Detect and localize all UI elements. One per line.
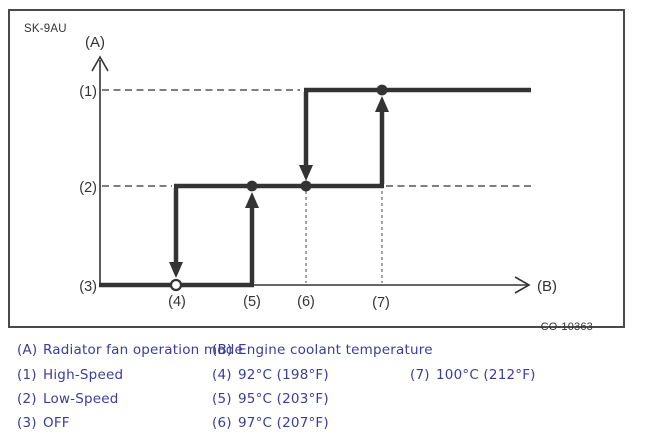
up-arrow-at-5 — [245, 192, 259, 283]
x-tick-4: (4) — [168, 294, 186, 310]
x-tick-6: (6) — [297, 294, 315, 310]
figure-code-label: SK-9AU — [24, 23, 67, 35]
y-axis-arrow-icon — [91, 55, 109, 72]
y-tick-2: (2) — [79, 180, 97, 196]
legend-entry-1: (1) High-Speed — [17, 367, 123, 383]
up-arrow-at-7 — [375, 96, 389, 184]
legend-label-7: 100°C (212°F) — [436, 367, 536, 383]
point-4-open-dot — [169, 278, 183, 292]
legend-entry-6: (6) 97°C (207°F) — [212, 415, 329, 431]
legend-key-6: (6) — [212, 415, 232, 431]
x-axis-arrow-icon — [514, 276, 531, 294]
legend-entry-b: (B) Engine coolant temperature — [212, 342, 433, 358]
y-axis-label: (A) — [85, 34, 105, 51]
legend-key-2: (2) — [17, 391, 37, 407]
legend-key-3: (3) — [17, 415, 37, 431]
x-axis-label: (B) — [537, 278, 557, 295]
legend-entry-7: (7) 100°C (212°F) — [410, 367, 536, 383]
legend-entry-5: (5) 95°C (203°F) — [212, 391, 329, 407]
x-tick-5: (5) — [243, 294, 261, 310]
legend-label-5: 95°C (203°F) — [238, 391, 329, 407]
legend-key-1: (1) — [17, 367, 37, 383]
x-tick-7: (7) — [372, 295, 390, 311]
point-7-filled-dot — [376, 84, 388, 96]
y-tick-3: (3) — [79, 279, 97, 295]
legend-key-4: (4) — [212, 367, 232, 383]
legend-entry-a: (A) Radiator fan operation mode — [17, 342, 243, 358]
legend-label-1: High-Speed — [43, 367, 124, 383]
legend-label-a: Radiator fan operation mode — [43, 342, 244, 358]
legend-entry-3: (3) OFF — [17, 415, 70, 431]
down-arrow-at-6 — [299, 92, 313, 181]
legend-label-4: 92°C (198°F) — [238, 367, 329, 383]
legend-entry-4: (4) 92°C (198°F) — [212, 367, 329, 383]
legend-key-5: (5) — [212, 391, 232, 407]
legend-label-b: Engine coolant temperature — [238, 342, 433, 358]
legend-label-6: 97°C (207°F) — [238, 415, 329, 431]
legend-key-a: (A) — [17, 342, 38, 358]
figure-ref-label: CO-10363 — [540, 321, 593, 333]
y-tick-1: (1) — [79, 84, 97, 100]
legend-key-7: (7) — [410, 367, 430, 383]
legend-label-2: Low-Speed — [43, 391, 119, 407]
point-6-filled-dot — [300, 180, 312, 192]
legend-entry-2: (2) Low-Speed — [17, 391, 119, 407]
legend-key-b: (B) — [212, 342, 233, 358]
figure-frame: SK-9AU CO-10363 — [8, 9, 625, 333]
point-5-filled-dot — [246, 180, 258, 192]
down-arrow-at-4 — [169, 188, 183, 278]
legend-label-3: OFF — [43, 415, 70, 431]
